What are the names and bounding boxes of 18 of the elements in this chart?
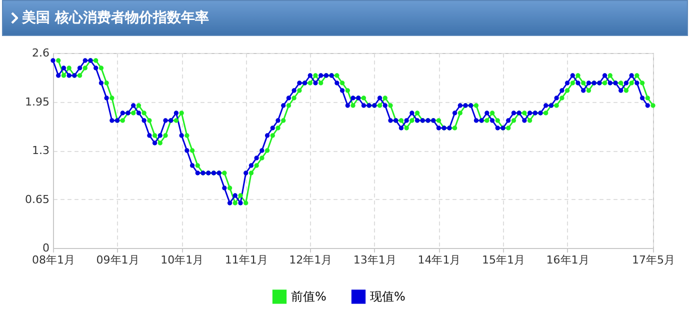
x-tick-label: 10年1月 <box>160 254 204 266</box>
x-tick-label: 12年1月 <box>289 254 332 266</box>
chart-title: 美国 核心消费者物价指数年率 <box>22 9 209 27</box>
legend-label: 前值% <box>291 290 326 304</box>
x-tick-label: 08年1月 <box>32 254 75 266</box>
x-tick-label: 14年1月 <box>418 254 461 266</box>
x-tick-label: 11年1月 <box>224 254 268 266</box>
x-tick-label: 16年1月 <box>546 254 590 266</box>
y-tick-label: 0 <box>42 242 50 254</box>
legend-label: 现值% <box>370 290 406 304</box>
x-tick-label: 13年1月 <box>353 254 396 266</box>
y-tick-label: 1.95 <box>25 95 50 108</box>
x-tick-label: 09年1月 <box>96 254 140 266</box>
x-tick-label: 15年1月 <box>482 254 525 266</box>
x-tick-label: 17年5月 <box>632 254 675 266</box>
y-tick-label: 1.3 <box>32 144 50 157</box>
y-tick-label: 2.6 <box>32 46 50 60</box>
y-tick-label: 0.65 <box>25 192 50 206</box>
